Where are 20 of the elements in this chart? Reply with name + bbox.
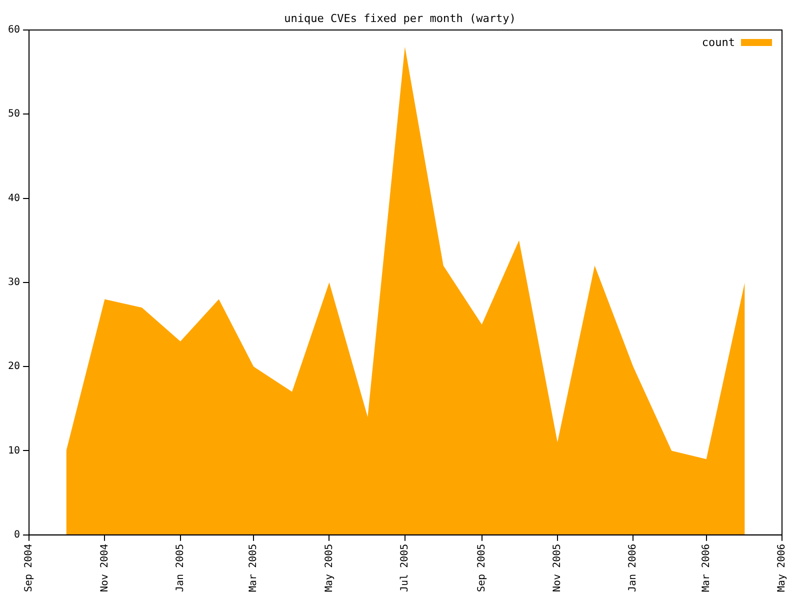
x-tick-label: Jul 2005 <box>399 544 410 592</box>
x-tick-label: May 2006 <box>776 544 788 592</box>
y-tick-label: 20 <box>8 361 20 372</box>
x-tick-label: Sep 2005 <box>476 544 488 592</box>
x-tick-label: Nov 2004 <box>99 544 110 592</box>
chart-title: unique CVEs fixed per month (warty) <box>283 12 517 25</box>
x-tick-label: Sep 2004 <box>24 544 35 592</box>
y-tick-label: 60 <box>8 24 20 36</box>
y-tick-label: 0 <box>14 529 20 540</box>
x-tick-label: Mar 2005 <box>248 544 260 592</box>
x-tick-label: Nov 2005 <box>552 544 564 592</box>
x-tick-label: May 2005 <box>324 544 335 592</box>
x-tick-label: Mar 2006 <box>700 544 712 592</box>
legend-label: count <box>702 36 735 49</box>
x-tick-label: Jan 2006 <box>628 544 639 592</box>
y-tick-label: 10 <box>8 445 20 456</box>
y-tick-label: 50 <box>8 108 20 120</box>
x-tick-label: Jan 2005 <box>174 544 186 592</box>
y-tick-label: 40 <box>8 192 20 204</box>
y-tick-label: 30 <box>8 277 20 288</box>
